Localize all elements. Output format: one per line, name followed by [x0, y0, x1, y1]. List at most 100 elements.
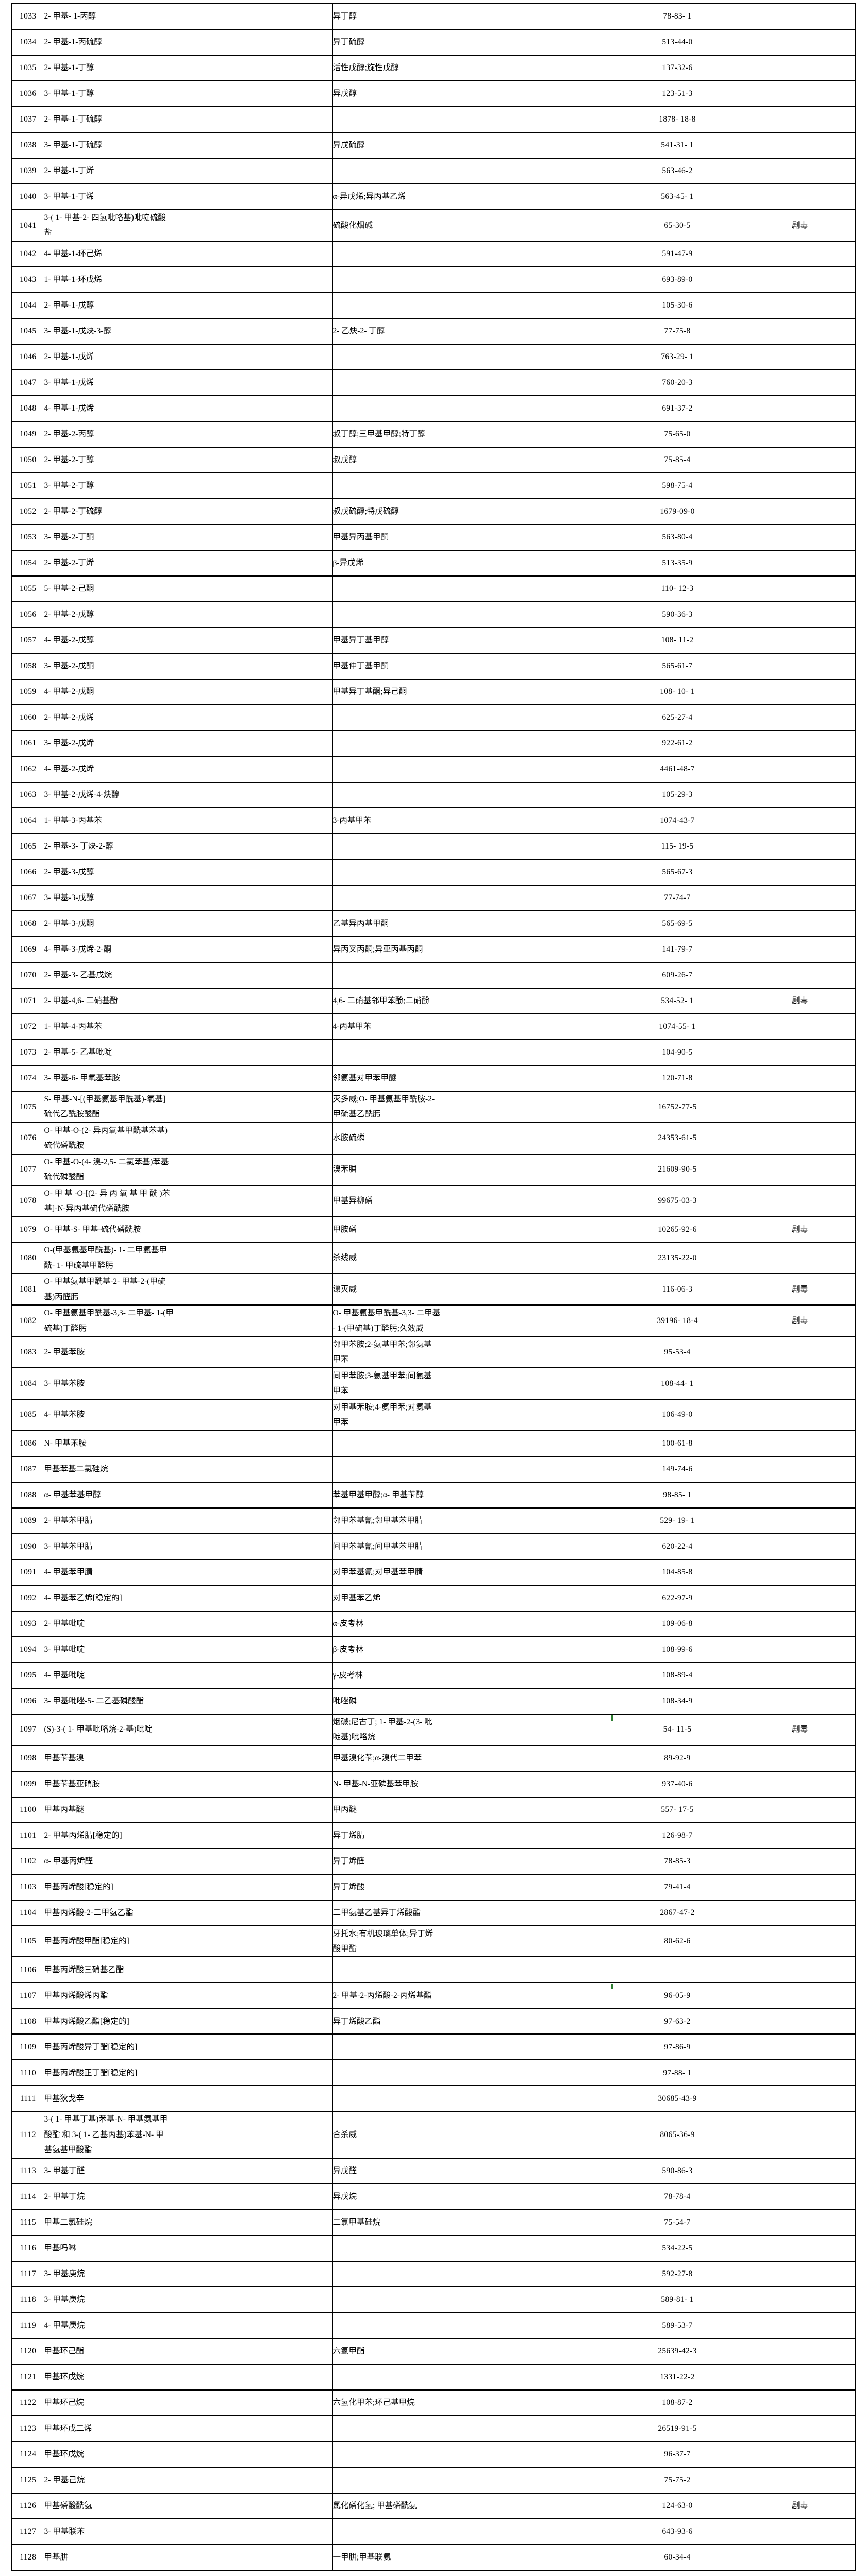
row-substance-name: 甲基丙基醚 — [43, 1796, 333, 1823]
row-alias — [332, 2085, 610, 2112]
table-row: 1035 2- 甲基-1-丁醇 活性戊醇;旋性戊醇 137-32-6 — [11, 55, 856, 81]
table-row: 1123 甲基环戊二烯 26519-91-5 — [11, 2415, 856, 2442]
row-substance-name: O- 甲基氨基甲酰基-2- 甲基-2-(甲硫 基)丙醛肟 — [43, 1273, 333, 1306]
row-substance-name: 2- 甲基-1-戊醇 — [43, 292, 333, 319]
row-cas-number: 763-29- 1 — [609, 343, 745, 370]
row-toxicity-note — [744, 1744, 856, 1772]
row-substance-name: 4- 甲基吡啶 — [43, 1662, 333, 1689]
row-substance-name: 甲基丙烯酸甲酯[稳定的] — [43, 1925, 333, 1958]
substance-name-line: 2- 甲基吡啶 — [44, 1619, 85, 1628]
alias-line: 酸甲酯 — [332, 1944, 357, 1953]
alias-line: O- 甲基氨基甲酰基-3,3- 二甲基 — [332, 1309, 441, 1318]
row-alias: 甲基仲丁基甲酮 — [332, 652, 610, 680]
row-alias — [332, 1455, 610, 1483]
row-alias — [332, 1039, 610, 1066]
alias-line: 异戊醇 — [332, 89, 357, 98]
substance-name-line: 4- 甲基-1-环己烯 — [44, 249, 102, 259]
row-toxicity-note — [744, 1481, 856, 1509]
row-alias: 烟碱;尼古丁; 1- 甲基-2-(3- 吡啶基)吡咯烷 — [332, 1713, 610, 1746]
row-substance-name: 4- 甲基-2-戊烯 — [43, 755, 333, 783]
row-serial-number: 1121 — [11, 2363, 44, 2391]
row-serial-number: 1039 — [11, 158, 44, 184]
table-row: 1051 3- 甲基-2-丁醇 598-75-4 — [11, 472, 856, 499]
row-alias: 吡唑磷 — [332, 1687, 610, 1715]
row-serial-number: 1120 — [11, 2337, 44, 2365]
table-row: 1118 3- 甲基庚烷 589-81- 1 — [11, 2286, 856, 2313]
row-alias — [332, 601, 610, 628]
table-row: 1092 4- 甲基苯乙烯[稳定的] 对甲基苯乙烯 622-97-9 — [11, 1584, 856, 1612]
row-substance-name: 3- 甲基庚烷 — [43, 2260, 333, 2287]
alias-line: 3-丙基甲苯 — [332, 816, 372, 825]
row-alias: 活性戊醇;旋性戊醇 — [332, 55, 610, 81]
alias-line: γ-皮考林 — [332, 1670, 363, 1680]
row-serial-number: 1042 — [11, 240, 44, 267]
alias-line: 六氢甲酯 — [332, 2346, 365, 2355]
row-substance-name: α- 甲基苯基甲醇 — [43, 1481, 333, 1509]
row-alias: 甲基异柳磷 — [332, 1184, 610, 1217]
table-row: 1045 3- 甲基-1-戊炔-3-醇 2- 乙炔-2- 丁醇 77-75-8 — [11, 317, 856, 345]
row-cas-number: 149-74-6 — [609, 1455, 745, 1483]
row-substance-name: 3- 甲基-2-丁醇 — [43, 472, 333, 499]
row-alias: 甲胺磷 — [332, 1216, 610, 1243]
table-row: 1120 甲基环己酯 六氢甲酯 25639-42-3 — [11, 2337, 856, 2365]
row-substance-name: 甲基丙烯酸[稳定的] — [43, 1873, 333, 1901]
row-substance-name: 2- 甲基-2-戊醇 — [43, 601, 333, 628]
row-serial-number: 1090 — [11, 1533, 44, 1560]
alias-line: 甲基异丙基甲酮 — [332, 533, 389, 542]
row-substance-name: 2- 甲基-3-戊酮 — [43, 910, 333, 937]
alias-line: 异丁烯醛 — [332, 1856, 365, 1866]
row-alias — [332, 240, 610, 267]
alias-line: 合杀威 — [332, 2130, 357, 2139]
row-cas-number: 4461-48-7 — [609, 755, 745, 783]
row-cas-number: 563-45- 1 — [609, 183, 745, 210]
row-serial-number: 1033 — [11, 3, 44, 30]
row-cas-number: 95-53-4 — [609, 1336, 745, 1368]
row-toxicity-note — [744, 1796, 856, 1823]
row-alias: 异丁烯醛 — [332, 1848, 610, 1875]
row-toxicity-note — [744, 910, 856, 937]
alias-line: 2- 乙炔-2- 丁醇 — [332, 327, 385, 336]
row-toxicity-note — [744, 1184, 856, 1217]
substance-name-line: 甲基苄基溴 — [44, 1753, 85, 1762]
row-alias — [332, 2059, 610, 2087]
row-toxicity-note — [744, 2441, 856, 2468]
row-alias: 间甲苯胺;3-氨基甲苯;间氨基 甲苯 — [332, 1367, 610, 1400]
row-substance-name: 4- 甲基苯乙烯[稳定的] — [43, 1584, 333, 1612]
row-cas-number: 96-05-9 — [609, 1982, 745, 2009]
substance-name-line: N- 甲基苯胺 — [44, 1438, 87, 1448]
row-substance-name: 2- 甲基-4,6- 二硝基酚 — [43, 987, 333, 1014]
table-row: 1086 N- 甲基苯胺 100-61-8 — [11, 1430, 856, 1457]
table-row: 1126 甲基磷酸酰氨 氯化磷化氢; 甲基磷酰氨 124-63-0 剧毒 — [11, 2492, 856, 2519]
alias-line: 烟碱;尼古丁; 1- 甲基-2-(3- 吡 — [332, 1717, 432, 1726]
row-alias: 异丁烯酸 — [332, 1873, 610, 1901]
row-substance-name: 3- 甲基-3-戊醇 — [43, 884, 333, 911]
row-toxicity-note — [744, 106, 856, 133]
row-cas-number: 25639-42-3 — [609, 2337, 745, 2365]
row-toxicity-note — [744, 807, 856, 834]
row-serial-number: 1089 — [11, 1507, 44, 1534]
row-substance-name: 2- 甲基吡啶 — [43, 1610, 333, 1637]
row-substance-name: 3- 甲基-2-戊酮 — [43, 652, 333, 680]
row-serial-number: 1124 — [11, 2441, 44, 2468]
table-row: 1087 甲基苯基二氯硅烷 149-74-6 — [11, 1455, 856, 1483]
alias-line: α-异戊烯;异丙基乙烯 — [332, 192, 406, 201]
table-row: 1055 5- 甲基-2-己酮 110- 12-3 — [11, 575, 856, 602]
row-cas-number: 513-44-0 — [609, 29, 745, 56]
row-serial-number: 1063 — [11, 781, 44, 808]
row-toxicity-note: 剧毒 — [744, 987, 856, 1014]
alias-line: 溴苯膦 — [332, 1165, 357, 1174]
alias-line: 异戊烷 — [332, 2192, 357, 2201]
row-alias: 甲基异丁基酮;异己酮 — [332, 678, 610, 705]
row-toxicity-note — [744, 652, 856, 680]
row-toxicity-note — [744, 472, 856, 499]
row-substance-name: 2- 甲基-3-戊醇 — [43, 858, 333, 886]
substance-name-line: 2- 甲基-2-戊醇 — [44, 610, 94, 619]
row-serial-number: 1119 — [11, 2312, 44, 2339]
row-toxicity-note — [744, 2312, 856, 2339]
row-cas-number: 922-61-2 — [609, 730, 745, 757]
row-cas-number: 65-30-5 — [609, 209, 745, 242]
row-serial-number: 1099 — [11, 1770, 44, 1798]
row-serial-number: 1055 — [11, 575, 44, 602]
alias-line: 灭多威;O- 甲基氨基甲酰胺-2- — [332, 1094, 435, 1104]
table-row: 1108 甲基丙烯酸乙酯[稳定的] 异丁烯酸乙酯 97-63-2 — [11, 2008, 856, 2035]
